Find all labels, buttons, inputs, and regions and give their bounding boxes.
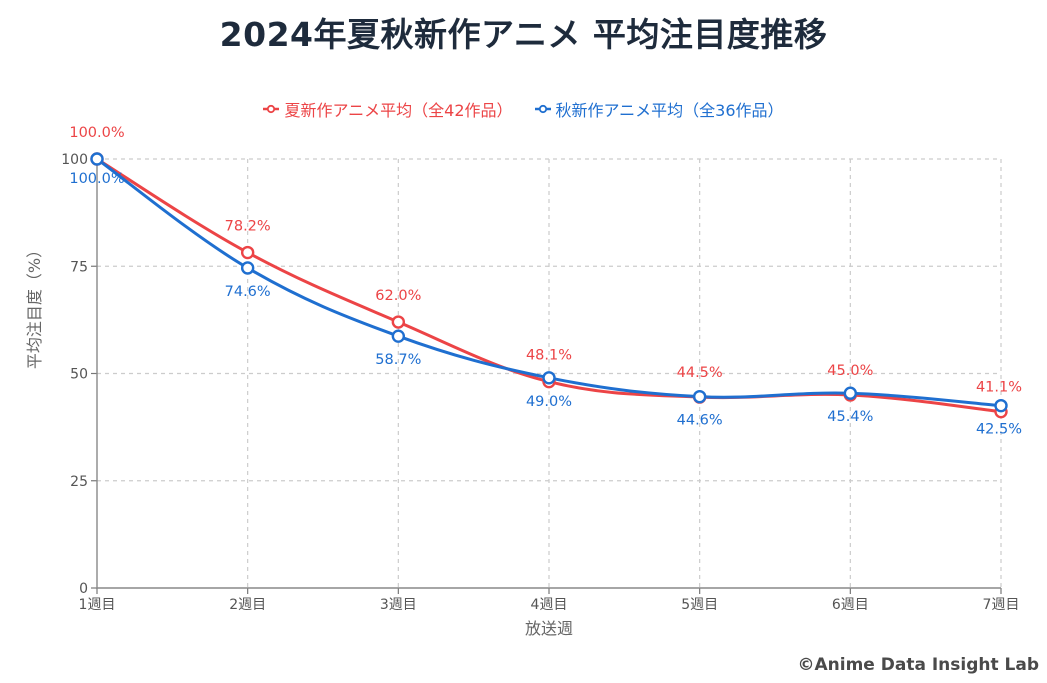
legend-label-summer: 夏新作アニメ平均（全42作品）: [284, 101, 513, 120]
y-tick-label: 75: [70, 259, 88, 275]
data-label-1-2: 58.7%: [375, 352, 421, 368]
data-point-1-3: [542, 371, 556, 385]
y-tick-label: 25: [70, 474, 88, 490]
data-point-0-2: [391, 315, 406, 329]
data-label-0-3: 48.1%: [526, 348, 572, 364]
data-point-1-0: [90, 152, 104, 166]
y-tick-label: 100: [61, 152, 88, 168]
y-axis-title: 平均注目度（%）: [25, 242, 44, 369]
x-axis-title: 放送週: [525, 619, 573, 638]
data-point-0-1: [240, 245, 255, 260]
data-label-0-5: 45.0%: [827, 363, 873, 379]
data-point-1-4: [692, 389, 707, 404]
data-label-1-0: 100.0%: [69, 171, 124, 187]
data-label-1-6: 42.5%: [976, 422, 1022, 438]
legend-item-summer[interactable]: 夏新作アニメ平均（全42作品）: [263, 97, 513, 121]
x-tick-label: 2週目: [229, 597, 266, 613]
data-point-1-2: [391, 329, 406, 343]
legend-label-autumn: 秋新作アニメ平均（全36作品）: [555, 101, 784, 120]
y-tick-label: 50: [70, 367, 88, 383]
x-tick-label: 6週目: [832, 597, 869, 613]
x-tick-label: 5週目: [681, 597, 718, 613]
data-label-1-5: 45.4%: [827, 409, 873, 425]
x-tick-label: 7週目: [983, 597, 1020, 613]
x-tick-label: 3週目: [380, 597, 417, 613]
x-tick-label: 1週目: [79, 597, 116, 613]
data-point-1-5: [843, 386, 858, 400]
chart-legend: 夏新作アニメ平均（全42作品） 秋新作アニメ平均（全36作品）: [0, 97, 1047, 121]
legend-marker-summer-icon: [263, 104, 280, 114]
data-label-1-4: 44.6%: [677, 413, 723, 429]
y-tick-label: 0: [79, 581, 88, 597]
data-label-0-4: 44.5%: [677, 365, 723, 381]
data-point-1-6: [994, 398, 1008, 413]
chart-title: 2024年夏秋新作アニメ 平均注目度推移: [219, 15, 828, 54]
data-label-0-1: 78.2%: [225, 219, 271, 235]
x-tick-label: 4週目: [531, 597, 568, 613]
credit-text: ©Anime Data Insight Lab: [797, 655, 1039, 675]
data-label-1-3: 49.0%: [526, 394, 572, 410]
legend-item-autumn[interactable]: 秋新作アニメ平均（全36作品）: [534, 97, 784, 121]
legend-marker-autumn-icon: [534, 104, 551, 114]
data-label-0-0: 100.0%: [69, 125, 124, 141]
data-label-0-2: 62.0%: [375, 288, 421, 304]
data-point-1-1: [240, 261, 255, 275]
data-label-0-6: 41.1%: [976, 380, 1022, 396]
data-label-1-1: 74.6%: [225, 284, 271, 300]
